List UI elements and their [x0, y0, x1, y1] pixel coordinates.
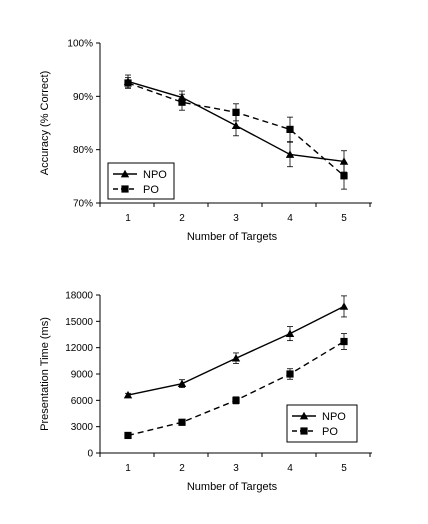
y-tick-label: 12000: [65, 343, 93, 354]
data-point-po: [340, 337, 348, 346]
series-po: [124, 333, 348, 440]
data-point-npo: [231, 121, 241, 130]
y-tick-label: 9000: [71, 370, 94, 381]
y-tick-label: 0: [87, 449, 93, 460]
y-tick-label: 18000: [65, 291, 93, 302]
data-point-npo: [339, 157, 349, 165]
legend-label: PO: [322, 426, 338, 438]
chart-1: 70% 80% 90% 100% 1 2 3 4 5 Number of Targets Accur…: [39, 39, 372, 243]
y-tick-label: 70%: [73, 199, 93, 210]
data-point-po: [232, 108, 240, 116]
x-tick-label: 2: [179, 213, 185, 224]
x-tick-label: 5: [341, 213, 347, 224]
series-npo: [123, 74, 349, 173]
y-axis-title: Presentation Time (ms): [39, 317, 51, 431]
y-tick-label: 3000: [71, 422, 94, 433]
x-tick-label: 1: [125, 213, 131, 224]
x-axis-title: Number of Targets: [187, 231, 278, 243]
x-tick-label: 1: [125, 463, 131, 474]
y-tick-label: 100%: [67, 39, 93, 50]
legend-marker: [120, 169, 130, 178]
chart-2: 0 3000 6000 9000 12000 15000 18000 1 2 3 4 5 Number …: [39, 291, 372, 493]
y-axis-title: Accuracy (% Correct): [39, 71, 51, 176]
data-point-po: [286, 370, 294, 378]
data-point-npo: [123, 390, 133, 399]
y-tick-label: 6000: [71, 396, 94, 407]
data-point-npo: [285, 329, 295, 337]
legend-label: PO: [143, 184, 159, 196]
legend-label: NPO: [143, 169, 167, 181]
data-point-po: [340, 172, 348, 180]
legend-marker: [121, 185, 129, 193]
legend-box: [107, 162, 175, 200]
legend-marker: [299, 411, 309, 420]
x-axis-title: Number of Targets: [187, 481, 278, 493]
data-point-npo: [177, 379, 187, 388]
data-point-po: [124, 79, 132, 87]
data-point-po: [178, 98, 186, 106]
data-point-npo: [231, 354, 241, 362]
data-point-po: [178, 418, 186, 426]
x-tick-label: 2: [179, 463, 185, 474]
x-tick-label: 3: [233, 463, 239, 474]
data-point-po: [124, 431, 132, 440]
data-point-npo: [285, 150, 295, 158]
series-po: [124, 77, 348, 190]
x-tick-label: 4: [287, 213, 293, 224]
legend: NPO PO: [107, 162, 175, 200]
y-tick-label: 80%: [73, 145, 93, 156]
legend-marker: [300, 427, 308, 435]
series-npo: [123, 295, 349, 399]
y-tick-label: 90%: [73, 92, 93, 103]
x-tick-label: 5: [341, 463, 347, 474]
legend: NPO PO: [286, 404, 358, 443]
data-point-po: [232, 396, 240, 404]
x-tick-label: 3: [233, 213, 239, 224]
series-line-npo: [127, 305, 345, 396]
y-tick-label: 15000: [65, 317, 93, 328]
legend-label: NPO: [322, 411, 346, 423]
data-point-npo: [339, 302, 349, 310]
legend-box: [286, 404, 358, 443]
data-point-po: [286, 125, 294, 133]
x-tick-label: 4: [287, 463, 293, 474]
